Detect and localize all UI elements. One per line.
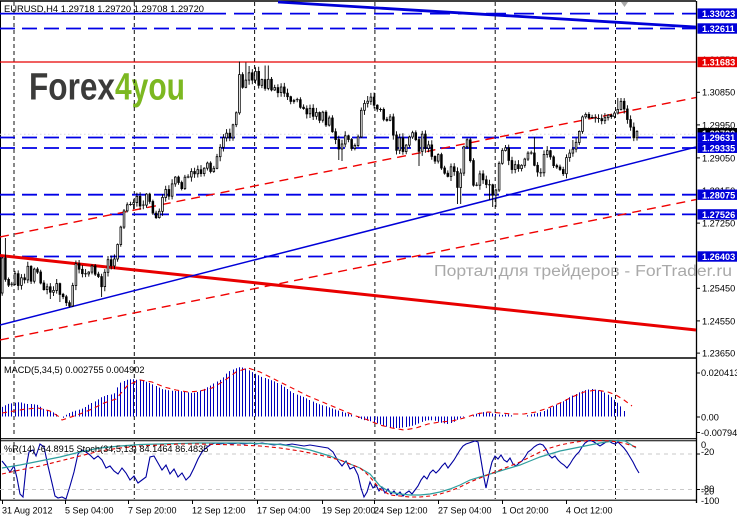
svg-text:1.30850: 1.30850	[702, 88, 735, 98]
svg-text:24 Sep 12:00: 24 Sep 12:00	[374, 506, 428, 516]
svg-text:-0.00794: -0.00794	[701, 428, 737, 438]
svg-text:1.29631: 1.29631	[702, 133, 735, 143]
svg-text:-20: -20	[701, 447, 714, 457]
svg-text:Forex: Forex	[29, 67, 115, 109]
svg-text:1.29335: 1.29335	[702, 143, 735, 153]
svg-text:1.25450: 1.25450	[702, 284, 735, 294]
svg-text:4you: 4you	[115, 67, 185, 109]
svg-text:0: 0	[701, 440, 706, 450]
svg-text:1.33023: 1.33023	[702, 9, 735, 19]
svg-text:-80: -80	[701, 484, 714, 494]
svg-text:1 Oct 20:00: 1 Oct 20:00	[502, 506, 549, 516]
svg-text:1.31683: 1.31683	[702, 58, 735, 68]
svg-text:1.29950: 1.29950	[702, 120, 735, 130]
svg-text:1.24550: 1.24550	[702, 316, 735, 326]
svg-text:1.28075: 1.28075	[702, 190, 735, 200]
svg-text:4 Oct 12:00: 4 Oct 12:00	[566, 506, 613, 516]
svg-text:-100: -100	[701, 496, 719, 506]
svg-text:Портал для трейдеров - ForTrad: Портал для трейдеров - ForTrader.ru	[434, 263, 732, 280]
svg-text:1.26403: 1.26403	[702, 252, 735, 262]
svg-text:%R(14) -64.8915 Stoch(34,5,13: %R(14) -64.8915 Stoch(34,5,13) 84.1464 8…	[4, 444, 208, 454]
svg-text:17 Sep 04:00: 17 Sep 04:00	[257, 506, 311, 516]
svg-text:1.32611: 1.32611	[702, 24, 735, 34]
svg-text:27 Sep 04:00: 27 Sep 04:00	[438, 506, 492, 516]
svg-text:0.00: 0.00	[701, 413, 719, 423]
svg-text:EURUSD,H4 1.29718 1.29720 1.29: EURUSD,H4 1.29718 1.29720 1.29708 1.2972…	[4, 4, 204, 15]
svg-text:5 Sep 04:00: 5 Sep 04:00	[65, 506, 114, 516]
svg-text:1.29050: 1.29050	[702, 153, 735, 163]
svg-text:0.020413: 0.020413	[701, 368, 737, 378]
svg-text:7 Sep 20:00: 7 Sep 20:00	[128, 506, 177, 516]
svg-text:1.27526: 1.27526	[702, 210, 735, 220]
svg-text:1.23650: 1.23650	[702, 349, 735, 359]
svg-text:-20: -20	[701, 487, 714, 497]
svg-text:31 Aug 2012: 31 Aug 2012	[2, 506, 53, 516]
svg-text:12 Sep 12:00: 12 Sep 12:00	[192, 506, 246, 516]
svg-text:MACD(5,34,5) 0.002755 0.004902: MACD(5,34,5) 0.002755 0.004902	[4, 365, 144, 375]
svg-text:1.27250: 1.27250	[702, 219, 735, 229]
svg-text:19 Sep 20:00: 19 Sep 20:00	[322, 506, 376, 516]
